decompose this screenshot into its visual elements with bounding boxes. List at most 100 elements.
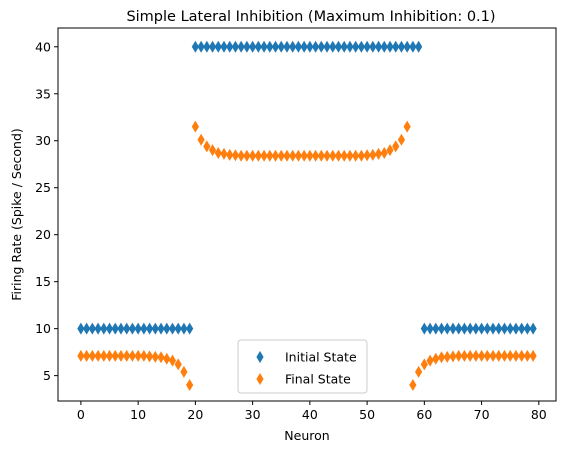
data-point xyxy=(254,149,262,162)
y-tick-label: 25 xyxy=(35,180,51,195)
y-tick-label: 20 xyxy=(35,227,51,242)
data-point xyxy=(409,379,417,392)
data-point xyxy=(449,322,457,335)
data-point xyxy=(334,149,343,162)
data-point xyxy=(100,322,108,335)
series-layer xyxy=(77,40,537,392)
data-point xyxy=(191,40,199,53)
data-point xyxy=(311,149,320,162)
data-point xyxy=(214,146,222,159)
data-point xyxy=(174,322,182,335)
data-point xyxy=(529,322,537,335)
data-point xyxy=(529,349,537,362)
data-point xyxy=(306,40,314,53)
data-point xyxy=(317,149,325,162)
y-tick-label: 35 xyxy=(35,86,51,101)
data-point xyxy=(329,40,337,53)
data-point xyxy=(88,349,96,362)
data-point xyxy=(294,149,303,162)
x-tick-label: 10 xyxy=(130,407,146,422)
legend-frame xyxy=(237,339,368,394)
data-point xyxy=(283,40,291,53)
data-point xyxy=(83,349,91,362)
data-point xyxy=(415,40,423,53)
data-point xyxy=(392,40,400,53)
data-point xyxy=(151,350,159,363)
x-tick-label: 20 xyxy=(187,407,203,422)
data-point xyxy=(340,149,348,162)
data-point xyxy=(203,140,211,153)
data-point xyxy=(523,322,531,335)
data-point xyxy=(220,147,228,160)
data-point xyxy=(226,40,234,53)
data-point xyxy=(208,144,217,157)
data-point xyxy=(180,322,188,335)
data-point xyxy=(518,349,526,362)
data-point xyxy=(266,40,274,53)
data-point xyxy=(489,322,497,335)
data-point xyxy=(466,322,474,335)
data-point xyxy=(300,40,308,53)
data-point xyxy=(506,322,514,335)
y-axis: 5 10 15 20 25 30 35 40 xyxy=(35,39,58,383)
y-tick-label: 40 xyxy=(35,39,51,54)
data-point xyxy=(449,350,457,363)
data-point xyxy=(403,120,411,133)
data-point xyxy=(117,322,125,335)
data-point xyxy=(208,40,217,53)
data-point xyxy=(226,148,234,161)
data-point xyxy=(289,40,297,53)
data-point xyxy=(83,322,91,335)
data-point xyxy=(237,40,245,53)
data-point xyxy=(443,322,451,335)
x-axis: 0 10 20 30 40 50 60 70 80 xyxy=(77,401,547,422)
data-point xyxy=(460,349,469,362)
data-point xyxy=(294,40,303,53)
data-point xyxy=(191,120,199,133)
data-point xyxy=(500,322,509,335)
data-point xyxy=(363,40,371,53)
data-point xyxy=(100,349,108,362)
data-point xyxy=(128,349,137,362)
data-point xyxy=(197,133,205,146)
data-point xyxy=(518,322,526,335)
legend-label: Initial State xyxy=(285,350,357,365)
data-point xyxy=(94,322,102,335)
data-point xyxy=(386,40,394,53)
data-point xyxy=(231,40,240,53)
data-point xyxy=(392,140,400,153)
data-point xyxy=(329,149,337,162)
x-tick-label: 60 xyxy=(416,407,432,422)
data-point xyxy=(432,322,440,335)
data-point xyxy=(271,40,280,53)
data-point xyxy=(271,149,280,162)
x-tick-label: 70 xyxy=(474,407,490,422)
data-point xyxy=(455,349,463,362)
data-point xyxy=(231,149,240,162)
data-point xyxy=(123,322,131,335)
data-point xyxy=(168,354,177,367)
data-point xyxy=(432,352,440,365)
data-point xyxy=(340,40,348,53)
data-point xyxy=(386,144,394,157)
data-point xyxy=(437,351,446,364)
data-point xyxy=(409,40,417,53)
data-point xyxy=(437,322,446,335)
data-point xyxy=(157,351,165,364)
data-point xyxy=(426,354,434,367)
data-point xyxy=(203,40,211,53)
data-point xyxy=(460,322,469,335)
data-point xyxy=(489,349,497,362)
data-point xyxy=(117,349,125,362)
data-point xyxy=(477,349,486,362)
x-tick-label: 80 xyxy=(531,407,547,422)
data-point xyxy=(306,149,314,162)
data-point xyxy=(243,149,251,162)
data-point xyxy=(472,322,480,335)
data-point xyxy=(254,40,262,53)
data-point xyxy=(94,349,102,362)
data-point xyxy=(277,149,285,162)
data-point xyxy=(186,379,194,392)
data-point xyxy=(380,146,388,159)
data-point xyxy=(197,40,205,53)
